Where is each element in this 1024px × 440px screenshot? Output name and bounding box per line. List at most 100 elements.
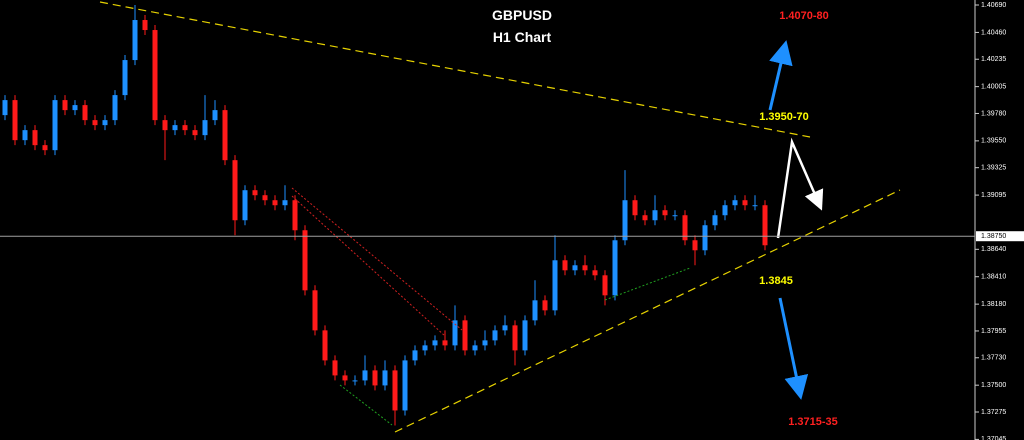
- resistance-line: [99, 1, 811, 138]
- candle-body: [592, 270, 598, 276]
- candle-body: [162, 120, 168, 131]
- support-line: [394, 189, 901, 433]
- candle-body: [22, 130, 28, 141]
- y-tick-label: 1.40005: [981, 83, 1006, 90]
- candle-body: [292, 200, 298, 231]
- candle-body: [602, 275, 608, 296]
- candle-body: [262, 195, 268, 201]
- channel-line: [604, 267, 691, 301]
- candle-body: [202, 120, 208, 136]
- candle-body: [112, 95, 118, 121]
- candle-body: [72, 105, 78, 111]
- y-tick-label: 1.37955: [981, 328, 1006, 335]
- candle-body: [432, 340, 438, 346]
- candle-body: [372, 370, 378, 386]
- candle-body: [152, 30, 158, 121]
- candle-body: [422, 345, 428, 351]
- candle-body: [132, 20, 138, 61]
- candle-body: [12, 100, 18, 141]
- current-price-label: 1.38750: [981, 233, 1006, 240]
- candle-body: [272, 200, 278, 206]
- y-tick-label: 1.40690: [981, 2, 1006, 9]
- candle-body: [362, 370, 368, 381]
- annotation: 1.3845: [759, 275, 793, 287]
- arrow-path: [776, 137, 824, 239]
- candle-body: [322, 330, 328, 361]
- y-tick-label: 1.39780: [981, 110, 1006, 117]
- candle-body: [302, 230, 308, 291]
- candle-body: [102, 120, 108, 126]
- candle-body: [52, 100, 58, 151]
- candle-body: [212, 110, 218, 121]
- candle-body: [662, 210, 668, 216]
- arrow-up: [768, 40, 793, 111]
- candle-body: [482, 340, 488, 346]
- candle-body: [252, 190, 258, 196]
- candle-body: [552, 260, 558, 311]
- channel-line: [291, 187, 463, 331]
- candle-body: [672, 215, 678, 217]
- y-tick-label: 1.40460: [981, 29, 1006, 36]
- candle-body: [472, 345, 478, 351]
- candle-body: [492, 330, 498, 341]
- candle-body: [572, 265, 578, 271]
- candles: [2, 5, 768, 426]
- arrow-down: [778, 297, 809, 400]
- candle-body: [352, 380, 358, 382]
- candle-body: [622, 200, 628, 241]
- y-tick-label: 1.39325: [981, 165, 1006, 172]
- candle-body: [462, 320, 468, 351]
- candle-body: [92, 120, 98, 126]
- y-tick-label: 1.38180: [981, 301, 1006, 308]
- chart-title: GBPUSD: [492, 7, 552, 23]
- candle-body: [512, 325, 518, 351]
- channel-line: [339, 384, 393, 426]
- y-tick-label: 1.38640: [981, 246, 1006, 253]
- candle-body: [632, 200, 638, 216]
- candle-body: [282, 200, 288, 206]
- candle-body: [502, 325, 508, 331]
- candle-body: [392, 370, 398, 411]
- candle-body: [702, 225, 708, 251]
- y-tick-label: 1.37730: [981, 355, 1006, 362]
- candle-body: [32, 130, 38, 146]
- price-axis: [975, 0, 1024, 440]
- candle-body: [312, 290, 318, 331]
- candle-body: [382, 370, 388, 386]
- y-tick-label: 1.38410: [981, 274, 1006, 281]
- candle-body: [582, 265, 588, 271]
- candle-body: [712, 215, 718, 226]
- candle-body: [402, 360, 408, 411]
- candle-body: [692, 240, 698, 251]
- candle-body: [122, 60, 128, 96]
- candle-body: [192, 130, 198, 136]
- candle-body: [412, 350, 418, 361]
- candle-body: [242, 190, 248, 221]
- candle-body: [82, 105, 88, 121]
- candle-body: [62, 100, 68, 111]
- candle-body: [532, 300, 538, 321]
- candle-body: [762, 205, 768, 246]
- candle-body: [522, 320, 528, 351]
- candle-body: [2, 100, 8, 116]
- candle-body: [332, 360, 338, 376]
- candle-body: [222, 110, 228, 161]
- candle-body: [452, 320, 458, 346]
- candle-body: [752, 205, 758, 207]
- candle-body: [542, 300, 548, 311]
- candle-body: [342, 375, 348, 381]
- candle-body: [142, 20, 148, 31]
- y-tick-label: 1.37275: [981, 409, 1006, 416]
- current-price-box: [976, 231, 1024, 242]
- y-tick-label: 1.40235: [981, 56, 1006, 63]
- candle-body: [442, 340, 448, 346]
- candle-body: [642, 215, 648, 221]
- candle-body: [732, 200, 738, 206]
- y-tick-label: 1.37045: [981, 436, 1006, 440]
- candle-body: [562, 260, 568, 271]
- candle-body: [652, 210, 658, 221]
- channel-line: [291, 195, 446, 337]
- candle-body: [42, 145, 48, 151]
